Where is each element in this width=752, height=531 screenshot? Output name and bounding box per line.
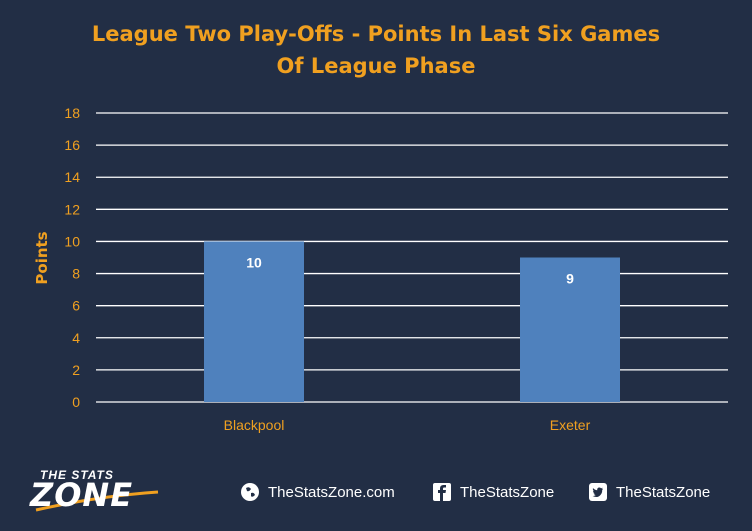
- footer: THE STATS ZONE TheStatsZone.com TheStats…: [0, 462, 752, 531]
- y-tick-label: 16: [64, 137, 80, 153]
- y-tick-label: 10: [64, 233, 80, 249]
- y-tick-label: 2: [72, 362, 80, 378]
- bar[interactable]: [520, 257, 620, 403]
- chart-title-line-1: League Two Play-Offs - Points In Last Si…: [91, 22, 661, 46]
- logo-swoosh-icon: [35, 490, 159, 512]
- x-axis-ticks: Blackpool Exeter: [224, 417, 591, 433]
- website-text: TheStatsZone.com: [268, 483, 395, 501]
- chart-title: League Two Play-Offs - Points In Last Si…: [0, 18, 752, 82]
- logo-bottom-text: ZONE: [30, 476, 134, 514]
- y-tick-label: 8: [72, 266, 80, 282]
- x-tick-label: Exeter: [550, 417, 591, 433]
- y-tick-label: 4: [72, 330, 80, 346]
- facebook-link[interactable]: TheStatsZone: [432, 482, 554, 502]
- stats-zone-logo[interactable]: THE STATS ZONE: [28, 462, 168, 522]
- y-axis-ticks: 0 2 4 6 8 10 12 14 16 18: [64, 105, 80, 410]
- y-tick-label: 12: [64, 201, 80, 217]
- y-tick-label: 6: [72, 298, 80, 314]
- bar-data-label: 9: [566, 271, 574, 287]
- gridlines: [96, 112, 728, 403]
- globe-icon: [240, 482, 260, 502]
- x-tick-label: Blackpool: [224, 417, 285, 433]
- y-tick-label: 0: [72, 394, 80, 410]
- facebook-text: TheStatsZone: [460, 483, 555, 501]
- twitter-text: TheStatsZone: [616, 483, 711, 501]
- bar-chart: 0 2 4 6 8 10 12 14 16 18 10 9 Blackpool Exeter Poin…: [33, 105, 728, 433]
- bar[interactable]: [204, 241, 304, 402]
- chart-title-line-2: Of League Phase: [276, 54, 476, 78]
- bars: 10 9: [204, 241, 620, 402]
- facebook-icon: [432, 482, 452, 502]
- twitter-link[interactable]: TheStatsZone: [588, 482, 710, 502]
- website-link[interactable]: TheStatsZone.com: [240, 482, 395, 502]
- y-tick-label: 18: [64, 105, 80, 121]
- y-axis-label: Points: [33, 231, 51, 284]
- twitter-icon: [588, 482, 608, 502]
- y-tick-label: 14: [64, 169, 80, 185]
- bar-data-label: 10: [246, 254, 262, 270]
- logo-top-text: THE STATS: [40, 468, 114, 482]
